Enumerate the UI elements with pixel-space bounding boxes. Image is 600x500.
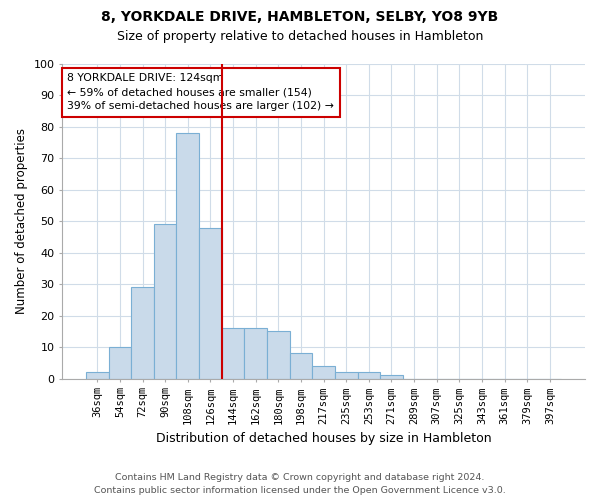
Text: Size of property relative to detached houses in Hambleton: Size of property relative to detached ho… (117, 30, 483, 43)
Y-axis label: Number of detached properties: Number of detached properties (15, 128, 28, 314)
Text: 8 YORKDALE DRIVE: 124sqm
← 59% of detached houses are smaller (154)
39% of semi-: 8 YORKDALE DRIVE: 124sqm ← 59% of detach… (67, 74, 334, 112)
Bar (86, 372, 109, 378)
Bar (154, 224, 176, 378)
X-axis label: Distribution of detached houses by size in Hambleton: Distribution of detached houses by size … (156, 432, 491, 445)
Bar (199, 228, 222, 378)
Text: Contains HM Land Registry data © Crown copyright and database right 2024.
Contai: Contains HM Land Registry data © Crown c… (94, 474, 506, 495)
Bar (290, 354, 312, 378)
Text: 8, YORKDALE DRIVE, HAMBLETON, SELBY, YO8 9YB: 8, YORKDALE DRIVE, HAMBLETON, SELBY, YO8… (101, 10, 499, 24)
Bar (176, 133, 199, 378)
Bar (222, 328, 244, 378)
Bar (335, 372, 358, 378)
Bar (109, 347, 131, 378)
Bar (267, 332, 290, 378)
Bar (312, 366, 335, 378)
Bar (380, 376, 403, 378)
Bar (244, 328, 267, 378)
Bar (131, 288, 154, 378)
Bar (358, 372, 380, 378)
